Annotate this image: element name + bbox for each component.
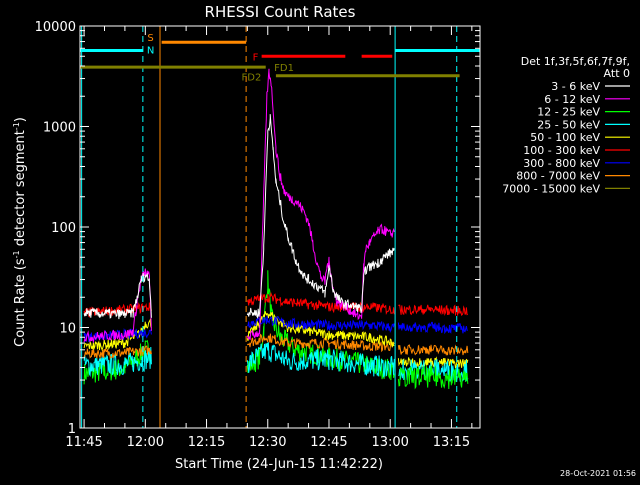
series-line-5-b	[246, 291, 395, 316]
series-line-3-b	[246, 341, 395, 378]
series-line-7-b	[246, 333, 395, 353]
y-axis-label-prefix: Count Rate (s	[13, 258, 28, 347]
series-line-0-a	[83, 272, 152, 320]
continuation-line-3	[397, 356, 469, 369]
x-tick-label-5: 13:00	[371, 435, 408, 450]
x-axis-label: Start Time (24-Jun-15 11:42:22)	[175, 457, 383, 472]
y-axis-label-suffix: detector segment	[13, 130, 28, 250]
legend-entry-1: 6 - 12 keV	[544, 93, 600, 106]
y-axis-label-exponent-2: -1	[12, 122, 21, 130]
legend-entry-6: 300 - 800 keV	[523, 157, 600, 170]
flag-label-0: N	[147, 46, 154, 57]
flag-label-1: S	[147, 33, 153, 44]
series-line-1-b	[246, 68, 395, 340]
chart-title: RHESSI Count Rates	[205, 3, 356, 21]
y-tick-label-2: 100	[51, 221, 76, 236]
y-tick-label-1: 10	[59, 322, 76, 337]
plot-area: NS F FD1 FD2 1 10 100 1000 10000 11:45 12:00 12:15 1…	[35, 20, 481, 450]
series-line-4-b	[246, 311, 395, 348]
y-tick-label-3: 1000	[43, 121, 76, 136]
legend-entry-2: 12 - 25 keV	[537, 106, 600, 119]
flag-label-4: FD2	[242, 73, 262, 84]
legend-entry-0: 3 - 6 keV	[551, 80, 600, 93]
legend-header-detectors: Det 1f,3f,5f,6f,7f,9f,	[521, 55, 630, 68]
x-tick-label-1: 12:00	[127, 435, 164, 450]
x-tick-label-6: 13:15	[433, 435, 470, 450]
continuation-line-1	[397, 321, 468, 335]
x-tick-label-4: 12:45	[310, 435, 347, 450]
legend-entry-5: 100 - 300 keV	[523, 144, 600, 157]
series-line-7-a	[83, 345, 152, 360]
y-tick-label-0: 1	[68, 422, 76, 437]
series-line-0-b	[246, 114, 395, 319]
series-line-6-b	[247, 315, 395, 334]
timestamp-stamp: 28-Oct-2021 01:56	[560, 469, 636, 478]
continuation-line-2	[397, 344, 469, 356]
y-axis-label: Count Rate (s-1 detector segment-1)	[12, 117, 28, 347]
series-line-4-a	[83, 318, 152, 352]
y-tick-label-4: 10000	[35, 20, 76, 35]
legend-entry-7: 800 - 7000 keV	[516, 170, 600, 183]
legend-entry-3: 25 - 50 keV	[537, 118, 600, 131]
series-line-6-a	[83, 328, 152, 344]
flag-label-3: FD1	[274, 63, 294, 74]
y-axis-label-end: )	[13, 117, 28, 122]
x-tick-label-3: 12:30	[249, 435, 286, 450]
continuation-line-0	[398, 304, 468, 316]
legend-entry-4: 50 - 100 keV	[530, 131, 600, 144]
series-line-3-a	[83, 346, 152, 377]
x-tick-label-0: 11:45	[65, 435, 102, 450]
x-tick-label-2: 12:15	[188, 435, 225, 450]
flag-label-2: F	[253, 52, 259, 63]
legend-header-attenuator: Att 0	[604, 67, 630, 80]
legend-entry-8: 7000 - 15000 keV	[502, 182, 600, 195]
y-axis-label-exponent: -1	[12, 250, 21, 258]
continuation-line-5	[397, 365, 469, 390]
